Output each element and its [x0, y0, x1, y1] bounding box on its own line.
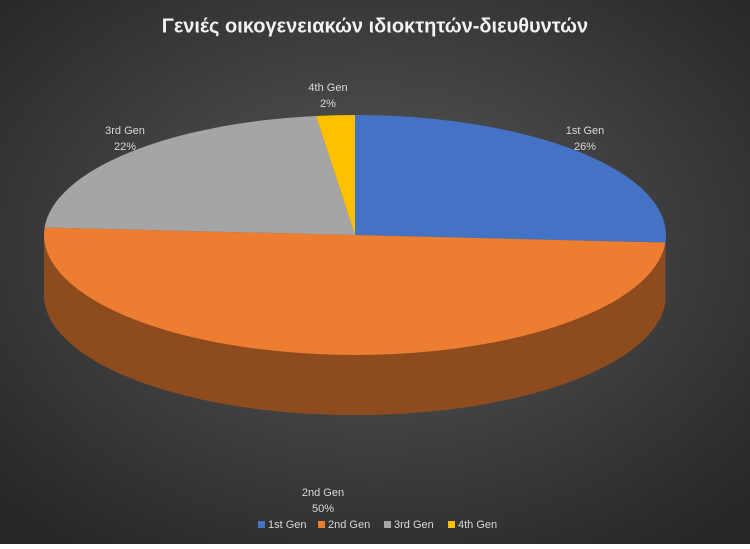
- legend-swatch: [384, 521, 391, 528]
- slice-side: [44, 235, 666, 415]
- slice-side-shade: [665, 235, 666, 303]
- data-label-value: 2%: [320, 98, 336, 110]
- legend-label: 3rd Gen: [394, 519, 434, 531]
- data-label-value: 26%: [574, 141, 596, 153]
- data-label-name: 1st Gen: [566, 125, 605, 137]
- slice-side: [665, 235, 666, 303]
- data-label-value: 50%: [312, 503, 334, 515]
- slice: [355, 115, 666, 243]
- slice: [44, 115, 356, 235]
- data-label-name: 3rd Gen: [105, 125, 145, 137]
- legend-label: 1st Gen: [268, 519, 307, 531]
- legend-label: 4th Gen: [458, 519, 497, 531]
- chart-title: Γενιές οικογενειακών ιδιοκτητών-διευθυντ…: [162, 15, 588, 37]
- data-label-value: 22%: [114, 141, 136, 153]
- legend-label: 2nd Gen: [328, 519, 370, 531]
- slice-side-shade: [44, 235, 666, 415]
- slice: [44, 227, 666, 355]
- legend-swatch: [448, 521, 455, 528]
- data-label-name: 4th Gen: [308, 82, 347, 94]
- legend-swatch: [258, 521, 265, 528]
- slice: [316, 115, 355, 235]
- legend-swatch: [318, 521, 325, 528]
- data-label-name: 2nd Gen: [302, 487, 344, 499]
